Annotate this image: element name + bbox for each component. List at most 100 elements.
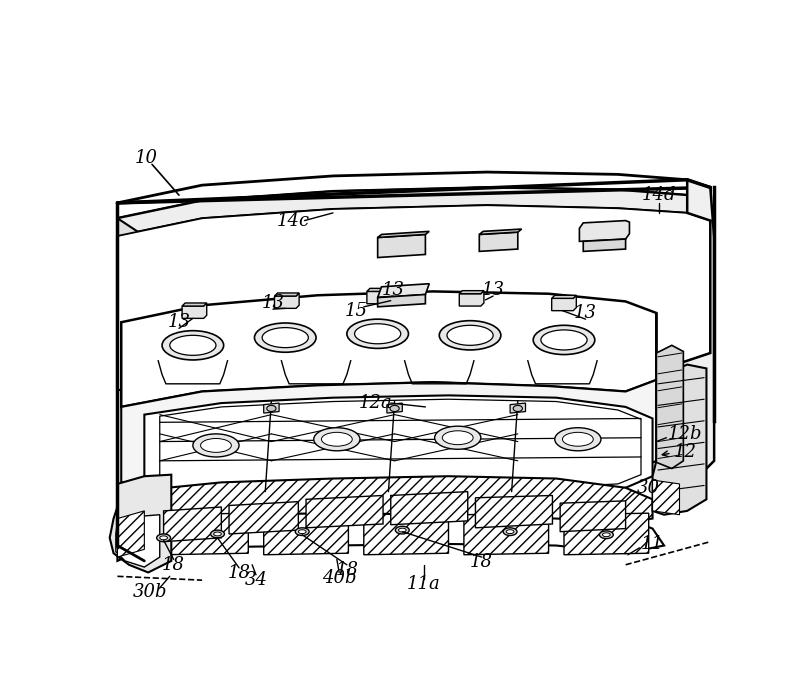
Text: 14d: 14d xyxy=(642,186,676,204)
Polygon shape xyxy=(378,235,426,258)
Ellipse shape xyxy=(295,528,309,535)
Polygon shape xyxy=(459,291,484,294)
Polygon shape xyxy=(390,491,468,525)
Ellipse shape xyxy=(157,534,170,541)
Text: 40b: 40b xyxy=(322,569,357,587)
Polygon shape xyxy=(387,403,402,413)
Text: 11: 11 xyxy=(641,535,664,553)
Ellipse shape xyxy=(398,528,406,532)
Ellipse shape xyxy=(322,432,352,446)
Text: 12a: 12a xyxy=(358,394,392,412)
Ellipse shape xyxy=(439,321,501,350)
Ellipse shape xyxy=(254,323,316,352)
Ellipse shape xyxy=(314,428,360,451)
Text: 30b: 30b xyxy=(133,583,167,601)
Ellipse shape xyxy=(513,405,522,411)
Ellipse shape xyxy=(434,426,481,450)
Ellipse shape xyxy=(447,325,493,345)
Polygon shape xyxy=(656,313,672,473)
Polygon shape xyxy=(118,507,664,561)
Polygon shape xyxy=(182,303,206,318)
Polygon shape xyxy=(118,203,144,345)
Text: 34: 34 xyxy=(245,571,267,590)
Text: 30: 30 xyxy=(637,479,660,497)
Ellipse shape xyxy=(160,536,167,539)
Ellipse shape xyxy=(170,335,216,356)
Ellipse shape xyxy=(354,324,401,344)
Polygon shape xyxy=(118,205,710,390)
Polygon shape xyxy=(118,187,710,236)
Ellipse shape xyxy=(599,531,614,539)
Ellipse shape xyxy=(534,325,594,354)
Ellipse shape xyxy=(262,328,308,347)
Text: 18: 18 xyxy=(470,553,493,571)
Ellipse shape xyxy=(506,530,514,534)
Text: 11a: 11a xyxy=(407,575,441,593)
Polygon shape xyxy=(364,513,449,555)
Polygon shape xyxy=(479,229,522,235)
Ellipse shape xyxy=(347,319,409,349)
Ellipse shape xyxy=(214,532,222,536)
Text: 18: 18 xyxy=(227,564,250,583)
Polygon shape xyxy=(274,293,299,308)
Polygon shape xyxy=(564,513,649,555)
Text: 15: 15 xyxy=(345,301,368,319)
Polygon shape xyxy=(552,295,576,310)
Polygon shape xyxy=(579,221,630,242)
Polygon shape xyxy=(264,513,349,555)
Ellipse shape xyxy=(562,432,594,446)
Ellipse shape xyxy=(210,530,225,538)
Polygon shape xyxy=(110,475,171,573)
Polygon shape xyxy=(118,219,171,557)
Polygon shape xyxy=(653,480,679,515)
Text: 13: 13 xyxy=(574,304,597,322)
Polygon shape xyxy=(229,502,298,534)
Polygon shape xyxy=(459,291,484,306)
Text: 18: 18 xyxy=(162,556,185,574)
Text: 12: 12 xyxy=(674,443,696,461)
Polygon shape xyxy=(367,288,391,292)
Polygon shape xyxy=(163,507,222,541)
Polygon shape xyxy=(653,365,706,515)
Polygon shape xyxy=(664,180,714,491)
Polygon shape xyxy=(656,345,683,468)
Polygon shape xyxy=(122,380,656,486)
Polygon shape xyxy=(479,232,518,251)
Polygon shape xyxy=(118,172,710,219)
Ellipse shape xyxy=(541,330,587,350)
Ellipse shape xyxy=(193,434,239,457)
Polygon shape xyxy=(160,400,641,491)
Ellipse shape xyxy=(201,438,231,452)
Polygon shape xyxy=(464,513,549,555)
Ellipse shape xyxy=(395,526,410,534)
Ellipse shape xyxy=(162,331,224,360)
Polygon shape xyxy=(118,511,144,557)
Polygon shape xyxy=(378,294,426,307)
Polygon shape xyxy=(552,295,576,299)
Polygon shape xyxy=(264,403,279,413)
Ellipse shape xyxy=(602,533,610,537)
Ellipse shape xyxy=(390,405,399,411)
Polygon shape xyxy=(144,476,653,523)
Text: 18: 18 xyxy=(335,561,358,579)
Polygon shape xyxy=(687,187,710,368)
Polygon shape xyxy=(367,288,391,303)
Ellipse shape xyxy=(503,528,517,535)
Polygon shape xyxy=(583,239,626,251)
Polygon shape xyxy=(274,293,299,296)
Text: 13: 13 xyxy=(167,313,190,331)
Text: 14c: 14c xyxy=(276,212,310,230)
Polygon shape xyxy=(510,403,526,413)
Ellipse shape xyxy=(442,431,473,445)
Text: 10: 10 xyxy=(134,149,158,167)
Polygon shape xyxy=(163,513,248,555)
Ellipse shape xyxy=(554,428,601,451)
Polygon shape xyxy=(182,303,206,306)
Ellipse shape xyxy=(298,530,306,534)
Text: 13: 13 xyxy=(262,294,285,312)
Text: 13: 13 xyxy=(382,281,405,299)
Polygon shape xyxy=(122,292,656,407)
Polygon shape xyxy=(378,284,430,298)
Polygon shape xyxy=(475,496,553,528)
Text: 12b: 12b xyxy=(668,425,702,443)
